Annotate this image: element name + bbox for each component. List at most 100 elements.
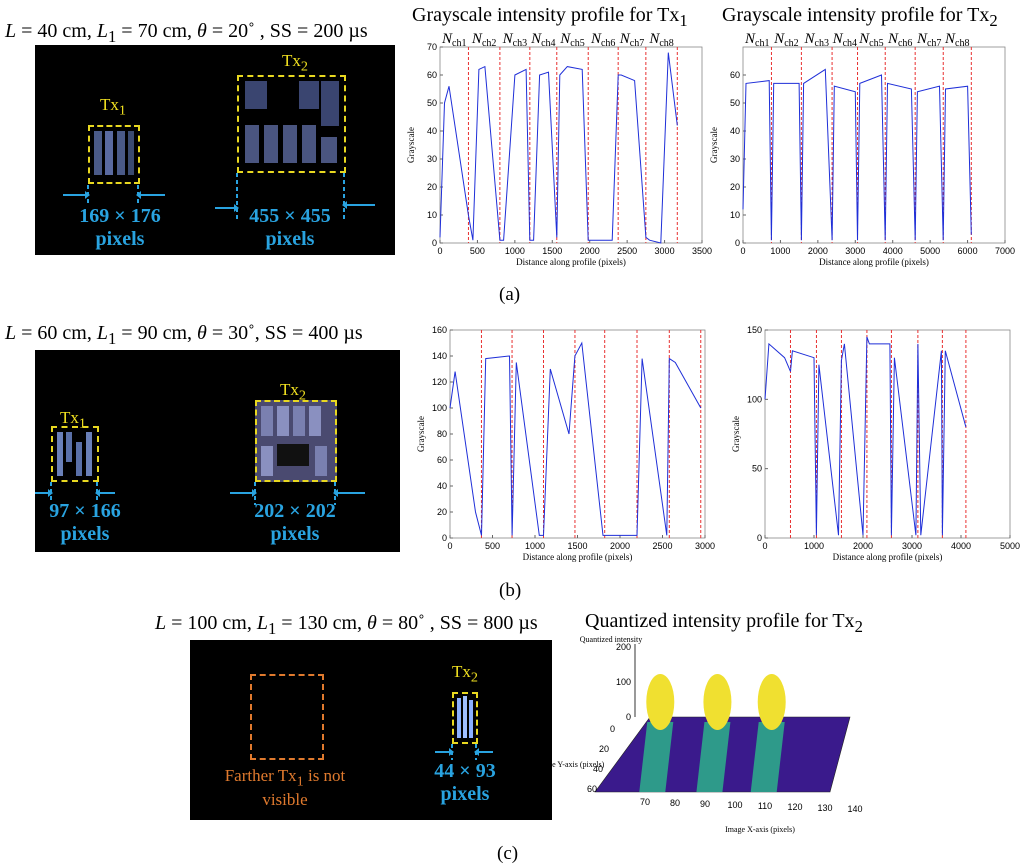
y-tick-label: 40 xyxy=(730,126,740,136)
y-tick-label: 40 xyxy=(427,126,437,136)
x-tick-label: 7000 xyxy=(995,246,1015,256)
x-tick-label: 2500 xyxy=(652,541,672,551)
y-tick-label: 40 xyxy=(593,764,603,774)
channel-label-sub: ch7 xyxy=(927,38,941,49)
y-tick-label: 50 xyxy=(730,98,740,108)
plot-a2-title: Grayscale intensity profile for Tx2 xyxy=(722,4,998,30)
tx2-dimensions: 455 × 455 pixels xyxy=(249,205,331,250)
x-tick-label: 3000 xyxy=(902,541,922,551)
tx2-label: Tx2 xyxy=(282,51,308,75)
dimension-arrows-a xyxy=(63,173,375,220)
channel-label-sub: ch5 xyxy=(570,38,584,49)
y-tick-label: 100 xyxy=(747,394,762,404)
y-tick-label: 160 xyxy=(432,325,447,335)
surface-peak xyxy=(757,674,786,730)
channel-label-sub: ch4 xyxy=(843,38,857,49)
z-axis-label: Quantized intensity xyxy=(580,635,642,644)
y-tick-label: 20 xyxy=(427,182,437,192)
tx2-dimensions: 202 × 202 pixels xyxy=(254,500,336,545)
x-axis-label: Distance along profile (pixels) xyxy=(523,552,633,562)
x-tick-label: 3500 xyxy=(692,246,712,256)
y-tick-label: 0 xyxy=(610,724,615,734)
surface-ridge-side xyxy=(639,722,674,792)
surface-peak xyxy=(646,674,675,730)
x-tick-label: 6000 xyxy=(958,246,978,256)
x-tick-label: 2000 xyxy=(580,246,600,256)
x-tick-label: 1000 xyxy=(804,541,824,551)
tx2-box xyxy=(452,692,478,744)
tx2-box xyxy=(237,75,346,173)
channel-label: Nch7 xyxy=(916,31,941,49)
channel-label: Nch5 xyxy=(858,31,883,49)
x-tick-label: 0 xyxy=(740,246,745,256)
y-tick-label: 60 xyxy=(437,455,447,465)
channel-label-sub: ch6 xyxy=(601,38,615,49)
row-c-params: L = 100 cm, L1 = 130 cm, θ = 80˚ , SS = … xyxy=(155,612,538,638)
channel-label: Nch4 xyxy=(530,31,555,49)
tx1-box xyxy=(51,426,99,482)
x-tick-label: 2000 xyxy=(610,541,630,551)
row-a-params: L = 40 cm, L1 = 70 cm, θ = 20˚ , SS = 20… xyxy=(5,20,368,46)
panel-label-b: (b) xyxy=(499,580,522,601)
x-tick-label: 500 xyxy=(485,541,500,551)
channel-label-sub: ch8 xyxy=(659,38,673,49)
surface-ridge-side xyxy=(750,722,785,792)
y-axis-label: Grayscale xyxy=(416,416,426,452)
x-tick-label: 2000 xyxy=(853,541,873,551)
y-tick-label: 70 xyxy=(427,42,437,52)
channel-label: Nch1 xyxy=(744,31,769,49)
y-tick-label: 60 xyxy=(427,70,437,80)
y-tick-label: 120 xyxy=(432,377,447,387)
channel-label: Nch7 xyxy=(619,31,644,49)
x-tick-label: 5000 xyxy=(1000,541,1020,551)
y-tick-label: 60 xyxy=(730,70,740,80)
x-tick-label: 1500 xyxy=(542,246,562,256)
channel-label-sub: ch5 xyxy=(869,38,883,49)
y-axis-label: Grayscale xyxy=(406,127,416,163)
channel-label: Nch6 xyxy=(590,31,615,49)
y-tick-label: 20 xyxy=(437,507,447,517)
y-axis-label: Grayscale xyxy=(731,416,741,452)
y-tick-label: 0 xyxy=(432,238,437,248)
series-line xyxy=(742,68,972,241)
camera-image-b: Tx1 Tx2 97 × 166 pixels 202 × 202 pixels xyxy=(35,350,400,552)
z-tick-label: 100 xyxy=(616,677,631,687)
dimension-arrows-b xyxy=(35,482,365,505)
channel-label: Nch8 xyxy=(944,31,969,49)
series-line xyxy=(764,336,967,536)
z-tick-label: 200 xyxy=(616,642,631,652)
x-tick-label: 130 xyxy=(817,803,832,813)
tx2-dimensions: 44 × 93 pixels xyxy=(434,760,496,805)
tx2-label: Tx2 xyxy=(452,662,478,686)
y-tick-label: 0 xyxy=(735,238,740,248)
chart-a2: 0 1000 2000 3000 4000 5000 6000 7000 0 10 20 30 40 50… xyxy=(709,31,1015,267)
x-tick-label: 4000 xyxy=(951,541,971,551)
y-tick-label: 150 xyxy=(747,325,762,335)
plot-frame xyxy=(764,329,1011,539)
x-tick-label: 2000 xyxy=(808,246,828,256)
x-tick-label: 80 xyxy=(670,798,680,808)
channel-label-sub: ch1 xyxy=(755,38,769,49)
camera-image-a: Tx1 Tx2 169 × 176 pixels 455 × 455 pixels xyxy=(35,45,395,255)
series-line xyxy=(449,341,702,536)
channel-label: Nch3 xyxy=(502,31,527,49)
y-axis-label: Image Y-axis (pixels) xyxy=(536,760,605,769)
channel-label-sub: ch1 xyxy=(452,38,466,49)
x-tick-label: 1000 xyxy=(770,246,790,256)
channel-label-sub: ch3 xyxy=(513,38,527,49)
channel-label-sub: ch7 xyxy=(630,38,644,49)
channel-label-sub: ch2 xyxy=(482,38,496,49)
channel-label: Nch5 xyxy=(559,31,584,49)
chart-b2: 0 1000 2000 3000 4000 5000 0 50 100 150 Distance a… xyxy=(731,325,1020,562)
tx1-label: Tx1 xyxy=(60,408,86,432)
tx2-box xyxy=(255,400,337,482)
tx2-label: Tx2 xyxy=(280,380,306,404)
x-tick-label: 100 xyxy=(727,800,742,810)
x-tick-label: 110 xyxy=(758,801,772,811)
x-axis-label: Distance along profile (pixels) xyxy=(819,257,929,267)
plot-c1-title: Quantized intensity profile for Tx2 xyxy=(585,610,863,636)
channel-label: Nch2 xyxy=(471,31,496,49)
x-tick-label: 1500 xyxy=(567,541,587,551)
x-tick-label: 70 xyxy=(640,797,650,807)
y-axis-label: Grayscale xyxy=(709,127,719,163)
